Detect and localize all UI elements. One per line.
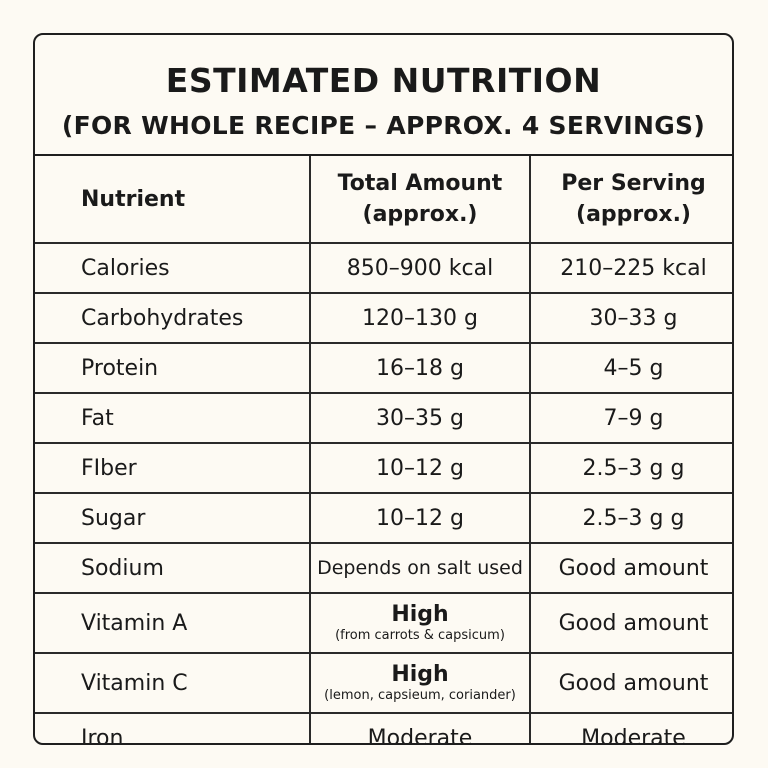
table-row-fat: Fat 30–35 g 7–9 g: [35, 393, 732, 444]
nutrient-name: Vitamin C: [35, 653, 310, 714]
nutrient-name: Calories: [35, 243, 310, 294]
table-row-calories: Calories 850–900 kcal 210–225 kcal: [35, 243, 732, 294]
nutrition-card: ESTIMATED NUTRITION (FOR WHOLE RECIPE – …: [33, 33, 734, 745]
total-amount: High (lemon, capsieum, coriander): [309, 653, 530, 714]
page-subtitle: (FOR WHOLE RECIPE – APPROX. 4 SERVINGS): [61, 111, 706, 140]
table-row-protein: Protein 16–18 g 4–5 g: [35, 343, 732, 394]
column-header-total-line1: Total Amount: [337, 171, 503, 196]
total-amount: Depends on salt used: [309, 543, 530, 594]
total-amount-level: High: [391, 661, 449, 687]
total-amount: 30–35 g: [309, 393, 530, 444]
nutrient-name: Sugar: [35, 493, 310, 544]
total-amount: 850–900 kcal: [309, 243, 530, 294]
per-serving-amount: Moderate: [529, 713, 732, 743]
nutrition-header: ESTIMATED NUTRITION (FOR WHOLE RECIPE – …: [35, 35, 732, 156]
column-header-nutrient-label: Nutrient: [81, 186, 186, 212]
page-title: ESTIMATED NUTRITION: [165, 61, 602, 100]
column-header-nutrient: Nutrient: [35, 156, 310, 244]
per-serving-amount: 2.5–3 g g: [529, 443, 732, 494]
column-header-per-line1: Per Serving: [561, 171, 706, 196]
total-amount: 120–130 g: [309, 293, 530, 344]
table-row-iron: Iron Moderate Moderate: [35, 713, 732, 745]
total-amount: 10–12 g: [309, 443, 530, 494]
table-header-row: Nutrient Total Amount (approx.) Per Serv…: [35, 156, 732, 244]
nutrient-name: Vitamin A: [35, 593, 310, 654]
total-amount: High (from carrots & capsicum): [309, 593, 530, 654]
nutrient-name: FIber: [35, 443, 310, 494]
total-amount: 10–12 g: [309, 493, 530, 544]
column-header-per-serving: Per Serving (approx.): [529, 156, 732, 244]
per-serving-amount: Good amount: [529, 543, 732, 594]
nutrient-name: Sodium: [35, 543, 310, 594]
table-row-vitamin-a: Vitamin A High (from carrots & capsicum)…: [35, 593, 732, 654]
per-serving-amount: 2.5–3 g g: [529, 493, 732, 544]
per-serving-amount: Good amount: [529, 653, 732, 714]
per-serving-amount: 30–33 g: [529, 293, 732, 344]
column-header-per-line2: (approx.): [576, 202, 691, 227]
total-amount-note: (from carrots & capsicum): [335, 627, 505, 643]
per-serving-amount: 7–9 g: [529, 393, 732, 444]
nutrient-name: Carbohydrates: [35, 293, 310, 344]
column-header-total: Total Amount (approx.): [309, 156, 530, 244]
total-amount: 16–18 g: [309, 343, 530, 394]
per-serving-amount: 4–5 g: [529, 343, 732, 394]
table-row-sugar: Sugar 10–12 g 2.5–3 g g: [35, 493, 732, 544]
column-header-total-line2: (approx.): [362, 202, 478, 227]
table-row-carbohydrates: Carbohydrates 120–130 g 30–33 g: [35, 293, 732, 344]
nutrient-name: Protein: [35, 343, 310, 394]
nutrient-name: Fat: [35, 393, 310, 444]
nutrient-name: Iron: [81, 725, 124, 745]
nutrition-table: Nutrient Total Amount (approx.) Per Serv…: [35, 156, 732, 745]
total-amount: Moderate: [309, 713, 530, 743]
total-amount-note: (lemon, capsieum, coriander): [324, 687, 516, 703]
per-serving-amount: 210–225 kcal: [529, 243, 732, 294]
table-row-vitamin-c: Vitamin C High (lemon, capsieum, coriand…: [35, 653, 732, 714]
total-amount-level: High: [391, 601, 449, 627]
table-row-fiber: FIber 10–12 g 2.5–3 g g: [35, 443, 732, 494]
table-row-sodium: Sodium Depends on salt used Good amount: [35, 543, 732, 594]
per-serving-amount: Good amount: [529, 593, 732, 654]
